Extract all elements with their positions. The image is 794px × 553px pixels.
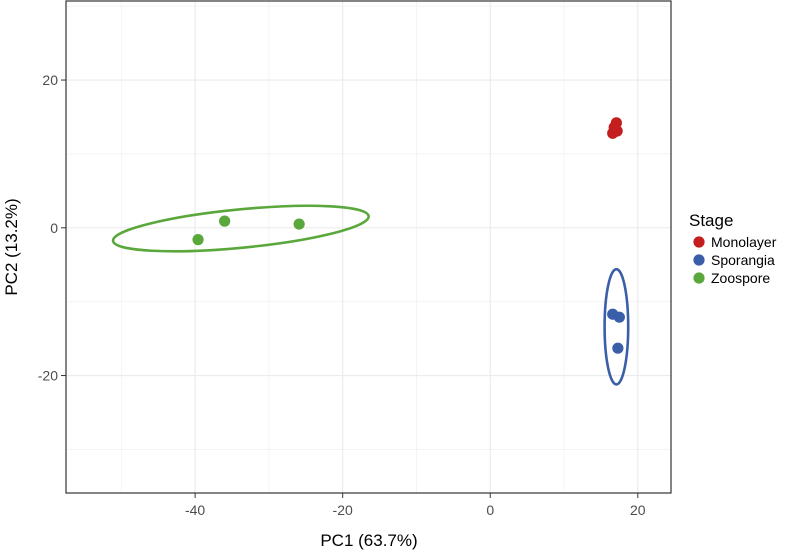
legend-label-monolayer: Monolayer — [711, 234, 777, 250]
legend-title: Stage — [689, 211, 733, 230]
legend-key-zoospore — [693, 272, 705, 284]
legend-label-zoospore: Zoospore — [711, 270, 770, 286]
x-tick-label: 0 — [486, 502, 494, 518]
y-tick-label: 0 — [50, 220, 58, 236]
legend-items: Monolayer Sporangia Zoospore — [693, 234, 777, 286]
legend-key-monolayer — [693, 236, 705, 248]
data-point-zoospore — [293, 218, 305, 230]
plot-panel-background — [66, 1, 671, 493]
data-point-monolayer — [607, 127, 619, 139]
data-point-sporangia — [612, 342, 624, 354]
legend-key-sporangia — [693, 254, 705, 266]
y-tick-label: 20 — [42, 72, 58, 88]
confidence-ellipse-zoospore — [111, 204, 370, 253]
data-point-zoospore — [192, 234, 204, 246]
x-tick-label: 20 — [630, 502, 646, 518]
plot-panel-border — [65, 0, 672, 494]
data-point-zoospore — [219, 215, 231, 227]
x-tick-label: -40 — [185, 502, 205, 518]
x-tick-label: -20 — [333, 502, 353, 518]
confidence-ellipse-sporangia — [603, 267, 630, 386]
x-axis-title: PC1 (63.7%) — [320, 531, 417, 550]
axis-layer: -40 -20 0 20 -20 0 20 — [38, 72, 646, 518]
grid-lines — [66, 1, 671, 493]
legend-label-sporangia: Sporangia — [711, 252, 775, 268]
y-tick-label: -20 — [38, 368, 58, 384]
data-point-sporangia — [613, 311, 625, 323]
y-axis-title: PC2 (13.2%) — [2, 198, 21, 295]
ellipse-layer — [111, 204, 630, 386]
legend: Stage Monolayer Sporangia Zoospore — [689, 211, 777, 286]
point-layer — [192, 117, 625, 354]
